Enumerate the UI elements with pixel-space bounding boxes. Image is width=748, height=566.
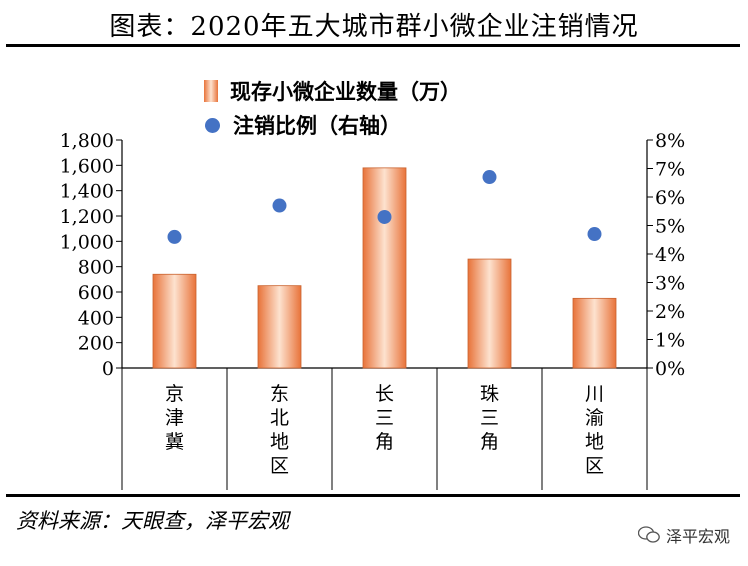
category-label-char: 珠: [480, 383, 499, 405]
category-label-char: 川: [585, 383, 604, 405]
y-tick-label-right: 7%: [655, 159, 685, 181]
y-tick-label-left: 400: [78, 307, 114, 329]
y-tick-label-left: 1,800: [60, 130, 114, 152]
title-rule: [6, 44, 740, 47]
watermark: 泽平宏观: [637, 523, 730, 547]
category-label-char: 京: [165, 383, 184, 405]
bar-swatch-icon: [204, 80, 218, 102]
ratio-dot: [272, 198, 287, 213]
y-tick-label-right: 2%: [655, 301, 685, 323]
y-tick-label-right: 3%: [655, 273, 685, 295]
y-tick-label-left: 0: [102, 358, 114, 380]
ratio-dot: [377, 209, 392, 224]
category-label-char: 三: [480, 407, 499, 429]
y-tick-label-left: 600: [78, 282, 114, 304]
y-tick-label-left: 1,400: [60, 181, 114, 203]
y-tick-label-right: 6%: [655, 187, 685, 209]
y-tick-label-right: 8%: [655, 130, 685, 152]
y-tick-label-right: 5%: [655, 216, 685, 238]
bar: [572, 297, 617, 369]
category-label-char: 渝: [585, 407, 604, 429]
bar: [257, 285, 302, 369]
ratio-dot: [167, 229, 182, 244]
bar: [467, 258, 512, 369]
y-tick-label-right: 1%: [655, 330, 685, 352]
category-label-char: 三: [375, 407, 394, 429]
bar: [152, 273, 197, 369]
y-tick-label-left: 1,600: [60, 155, 114, 177]
y-tick-label-right: 0%: [655, 358, 685, 380]
y-tick-label-left: 800: [78, 257, 114, 279]
legend-label-bars: 现存小微企业数量（万）: [230, 80, 461, 104]
bar: [362, 167, 407, 369]
source-note: 资料来源：天眼查，泽平宏观: [16, 509, 289, 533]
y-tick-label-left: 1,000: [60, 231, 114, 253]
legend-label-dots: 注销比例（右轴）: [233, 114, 401, 138]
category-label-char: 地: [270, 431, 289, 453]
y-tick-label-left: 1,200: [60, 206, 114, 228]
category-label-char: 角: [480, 431, 499, 453]
legend-item-dots: 注销比例（右轴）: [205, 108, 461, 142]
ratio-dot: [587, 227, 602, 242]
y-tick-label-right: 4%: [655, 244, 685, 266]
legend: 现存小微企业数量（万） 注销比例（右轴）: [204, 74, 461, 142]
chart-title: 图表：2020年五大城市群小微企业注销情况: [109, 12, 639, 42]
wechat-icon: [637, 526, 660, 543]
category-label-char: 北: [270, 407, 289, 429]
legend-item-bars: 现存小微企业数量（万）: [204, 74, 461, 108]
category-label-char: 东: [270, 383, 289, 405]
category-label-char: 角: [375, 431, 394, 453]
category-label-char: 地: [585, 431, 604, 453]
dot-swatch-icon: [205, 117, 220, 133]
watermark-text: 泽平宏观: [665, 527, 730, 546]
category-label-char: 区: [270, 455, 289, 477]
footer-rule: [6, 494, 740, 497]
ratio-dot: [482, 170, 497, 185]
y-tick-label-left: 200: [78, 333, 114, 355]
category-label-char: 冀: [165, 431, 184, 453]
category-label-char: 区: [585, 455, 604, 477]
category-label-char: 长: [375, 383, 394, 405]
category-label-char: 津: [165, 407, 184, 429]
